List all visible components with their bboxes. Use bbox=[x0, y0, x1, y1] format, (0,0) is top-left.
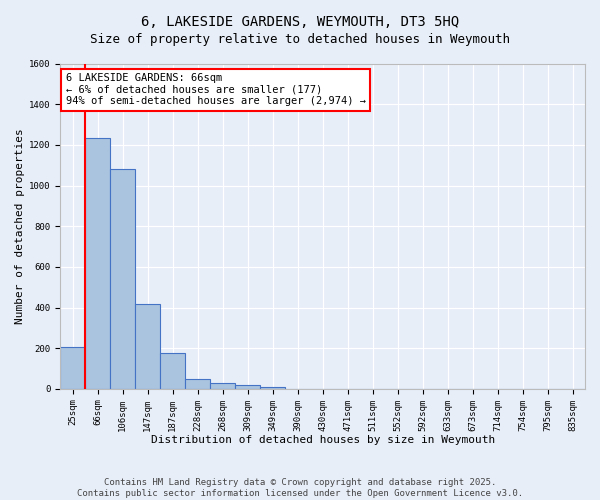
Bar bbox=[61, 347, 85, 389]
Bar bbox=[260, 387, 285, 389]
Bar bbox=[210, 384, 235, 389]
Text: 6 LAKESIDE GARDENS: 66sqm
← 6% of detached houses are smaller (177)
94% of semi-: 6 LAKESIDE GARDENS: 66sqm ← 6% of detach… bbox=[65, 74, 365, 106]
Bar bbox=[85, 138, 110, 389]
Bar bbox=[235, 385, 260, 389]
X-axis label: Distribution of detached houses by size in Weymouth: Distribution of detached houses by size … bbox=[151, 435, 495, 445]
Text: 6, LAKESIDE GARDENS, WEYMOUTH, DT3 5HQ: 6, LAKESIDE GARDENS, WEYMOUTH, DT3 5HQ bbox=[141, 15, 459, 29]
Text: Size of property relative to detached houses in Weymouth: Size of property relative to detached ho… bbox=[90, 32, 510, 46]
Text: Contains HM Land Registry data © Crown copyright and database right 2025.
Contai: Contains HM Land Registry data © Crown c… bbox=[77, 478, 523, 498]
Bar bbox=[110, 169, 136, 389]
Bar bbox=[160, 352, 185, 389]
Bar bbox=[185, 380, 210, 389]
Bar bbox=[136, 304, 160, 389]
Y-axis label: Number of detached properties: Number of detached properties bbox=[15, 128, 25, 324]
